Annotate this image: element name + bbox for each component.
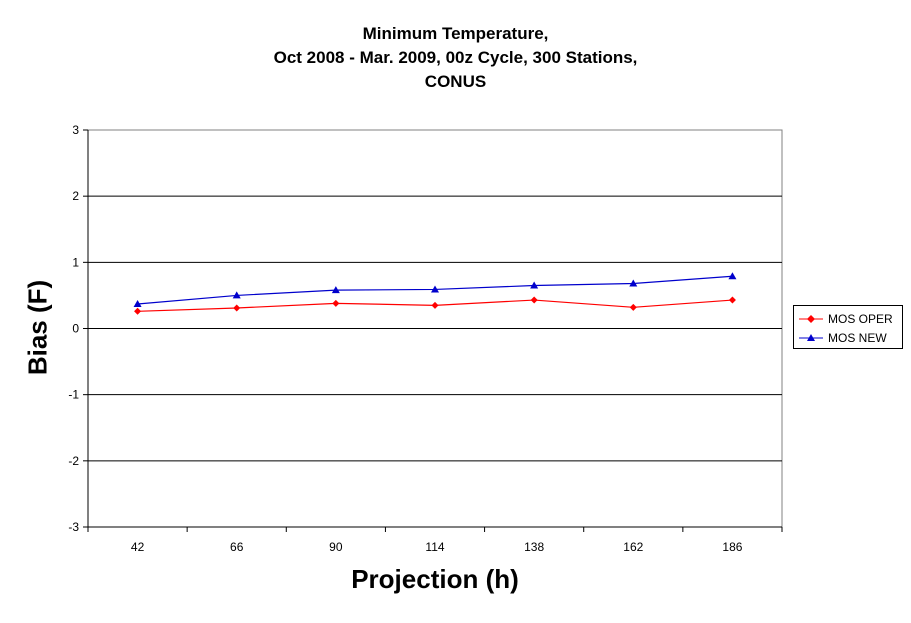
- data-point: [233, 304, 241, 312]
- x-tick-label: 138: [524, 540, 544, 554]
- x-tick-label: 162: [623, 540, 643, 554]
- legend-swatch-mos-new: [799, 334, 823, 341]
- data-point: [134, 307, 142, 315]
- data-point: [431, 301, 439, 309]
- y-tick-label: -1: [68, 388, 79, 402]
- chart-legend: MOS OPER MOS NEW: [793, 305, 903, 349]
- chart-title-line-3: CONUS: [424, 72, 487, 91]
- legend-label-mos-oper: MOS OPER: [828, 312, 893, 326]
- data-point: [629, 279, 638, 287]
- data-point: [133, 300, 142, 308]
- x-axis-label: Projection (h): [351, 564, 519, 594]
- chart-title-line-2: Oct 2008 - Mar. 2009, 00z Cycle, 300 Sta…: [273, 48, 638, 67]
- x-tick-label: 66: [230, 540, 244, 554]
- y-tick-label: 2: [72, 189, 79, 203]
- legend-label-mos-new: MOS NEW: [828, 331, 887, 345]
- data-point: [530, 296, 538, 304]
- data-point: [629, 303, 637, 311]
- data-point: [728, 296, 736, 304]
- data-point: [530, 281, 539, 289]
- y-axis-label: Bias (F): [22, 279, 53, 376]
- legend-swatch-mos-oper: [799, 315, 823, 323]
- data-point: [728, 272, 737, 280]
- x-tick-label: 90: [329, 540, 343, 554]
- data-point: [431, 285, 439, 293]
- y-tick-label: -2: [68, 454, 79, 468]
- chart-title-line-1: Minimum Temperature,: [362, 24, 549, 43]
- y-tick-label: 1: [72, 255, 79, 269]
- x-tick-label: 186: [722, 540, 742, 554]
- x-tick-label: 114: [425, 540, 444, 554]
- y-tick-label: 0: [72, 322, 79, 336]
- data-point: [331, 286, 340, 294]
- x-tick-label: 42: [131, 540, 145, 554]
- data-point: [332, 299, 340, 307]
- y-tick-label: 3: [72, 123, 79, 137]
- y-tick-label: -3: [68, 520, 79, 534]
- data-point: [232, 291, 241, 299]
